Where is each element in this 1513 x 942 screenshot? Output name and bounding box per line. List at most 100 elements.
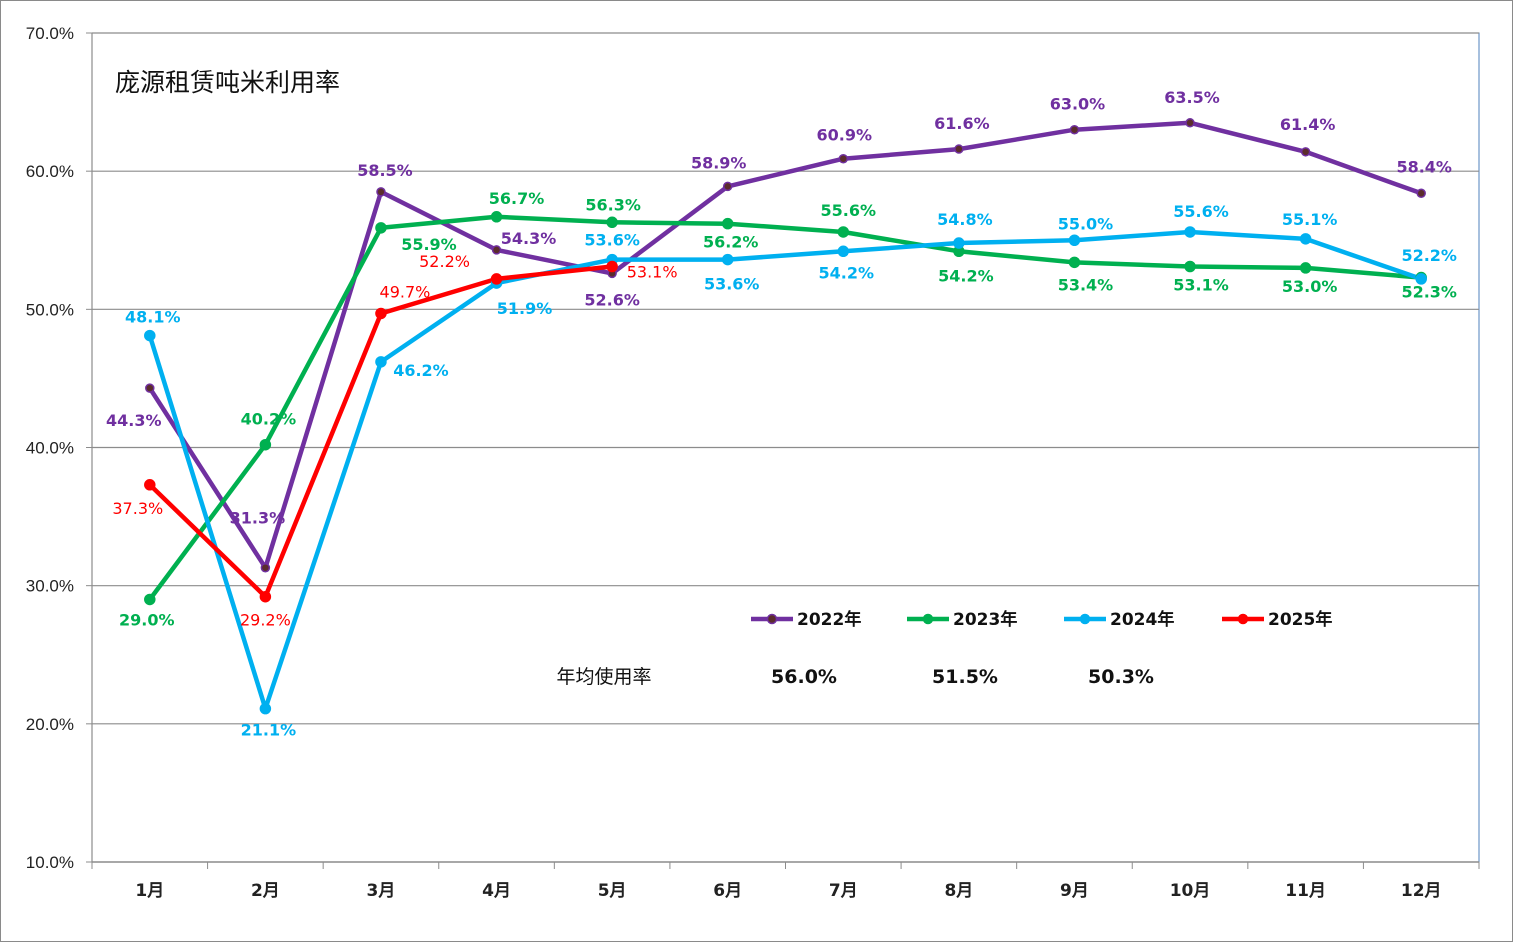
data-label: 53.4% (1058, 275, 1114, 294)
data-label: 29.0% (119, 610, 175, 629)
data-point (375, 307, 387, 320)
series-group (144, 118, 1427, 715)
data-label: 31.3% (230, 509, 286, 528)
data-label: 55.0% (1058, 214, 1114, 233)
x-category-label: 2月 (251, 881, 280, 901)
data-point (259, 590, 272, 603)
x-category-label: 12月 (1401, 881, 1442, 901)
data-label: 51.9% (497, 299, 553, 318)
data-point (1184, 226, 1196, 238)
data-label: 54.2% (819, 263, 875, 282)
data-label: 61.6% (934, 114, 990, 133)
legend-swatch-marker (1079, 613, 1091, 625)
legend: 2022年 2023年 2024年 2025年 (751, 609, 1332, 630)
data-labels: 44.3% 31.3% 58.5% 54.3% 52.6% 58.9% 60.9% 61.6%… (106, 88, 1457, 740)
data-label: 61.4% (1280, 115, 1336, 134)
data-label: 55.6% (1173, 202, 1229, 221)
y-tick-label: 30.0% (26, 577, 74, 596)
data-point (144, 593, 156, 606)
data-point (954, 144, 964, 154)
data-point (606, 260, 618, 273)
data-point (376, 187, 386, 197)
data-point (953, 237, 965, 249)
data-label: 56.2% (703, 233, 759, 252)
y-tick-label: 20.0% (26, 715, 74, 734)
x-category-label: 11月 (1285, 881, 1326, 901)
x-axis-categories: 1月 2月 3月 4月 5月 6月 7月 8月 9月 10月 11月 12月 (91, 862, 1480, 901)
data-label: 53.1% (1173, 276, 1229, 295)
data-label: 55.6% (821, 201, 877, 220)
x-category-label: 1月 (135, 881, 164, 901)
y-tick-label: 50.0% (26, 300, 74, 319)
legend-swatch-marker (766, 613, 778, 625)
x-category-label: 5月 (598, 881, 627, 901)
y-axis-ticks: 70.0% 60.0% 50.0% 40.0% 30.0% 20.0% 10.0% (26, 24, 92, 872)
data-point (375, 356, 387, 368)
data-point (1299, 233, 1312, 245)
data-point (259, 438, 272, 451)
data-point (1300, 147, 1311, 157)
legend-swatch-marker (922, 613, 934, 625)
data-point (721, 217, 734, 230)
series-line-0 (147, 120, 1422, 570)
data-point (837, 245, 850, 258)
data-point (1184, 260, 1196, 273)
data-label: 53.6% (704, 275, 760, 294)
legend-label: 2024年 (1110, 609, 1174, 630)
data-label: 54.3% (501, 229, 557, 248)
data-label: 54.8% (937, 210, 993, 229)
x-category-label: 8月 (944, 881, 973, 901)
data-point (1415, 273, 1427, 285)
data-point (491, 245, 502, 255)
data-label: 44.3% (106, 411, 162, 430)
legend-label: 2025年 (1268, 609, 1332, 630)
data-point (1069, 124, 1080, 135)
data-label: 54.2% (938, 266, 994, 285)
data-point (1299, 262, 1312, 274)
data-point (1185, 118, 1195, 128)
data-point (375, 222, 387, 234)
y-tick-label: 40.0% (26, 439, 74, 458)
chart-title: 庞源租赁吨米利用率 (115, 68, 340, 97)
y-tick-label: 10.0% (26, 853, 74, 872)
data-point (606, 216, 618, 229)
data-label: 60.9% (817, 126, 873, 145)
x-category-label: 7月 (829, 881, 858, 901)
data-label: 53.1% (627, 263, 678, 282)
legend-swatch-marker (1237, 613, 1249, 625)
x-category-label: 3月 (367, 881, 396, 901)
data-point (1416, 188, 1426, 199)
data-point (1068, 256, 1081, 269)
data-label: 58.4% (1396, 157, 1452, 176)
data-point (837, 226, 850, 238)
annual-average-row: 年均使用率 56.0% 51.5% 50.3% (556, 666, 1153, 688)
annual-average-value: 50.3% (1088, 666, 1154, 688)
data-label: 53.6% (584, 231, 640, 250)
data-label: 49.7% (380, 282, 431, 301)
data-point (490, 273, 503, 285)
data-point (260, 562, 271, 573)
data-point (722, 181, 733, 192)
annual-average-value: 56.0% (771, 666, 837, 688)
data-point (721, 253, 734, 266)
data-point (259, 702, 272, 715)
data-point (145, 383, 155, 393)
data-point (838, 153, 849, 164)
data-label: 52.6% (584, 290, 640, 309)
legend-label: 2022年 (797, 609, 861, 630)
data-label: 52.2% (1401, 246, 1457, 265)
data-label: 56.3% (585, 195, 641, 214)
data-label: 53.0% (1282, 277, 1338, 296)
data-label: 37.3% (112, 499, 163, 518)
data-point (144, 479, 156, 491)
data-label: 29.2% (240, 611, 291, 630)
data-label: 21.1% (241, 721, 297, 740)
data-point (1068, 234, 1081, 246)
data-label: 55.9% (401, 235, 457, 254)
data-label: 46.2% (393, 361, 449, 380)
x-category-label: 6月 (713, 881, 742, 901)
data-label: 56.7% (489, 189, 545, 208)
data-point (490, 211, 503, 223)
